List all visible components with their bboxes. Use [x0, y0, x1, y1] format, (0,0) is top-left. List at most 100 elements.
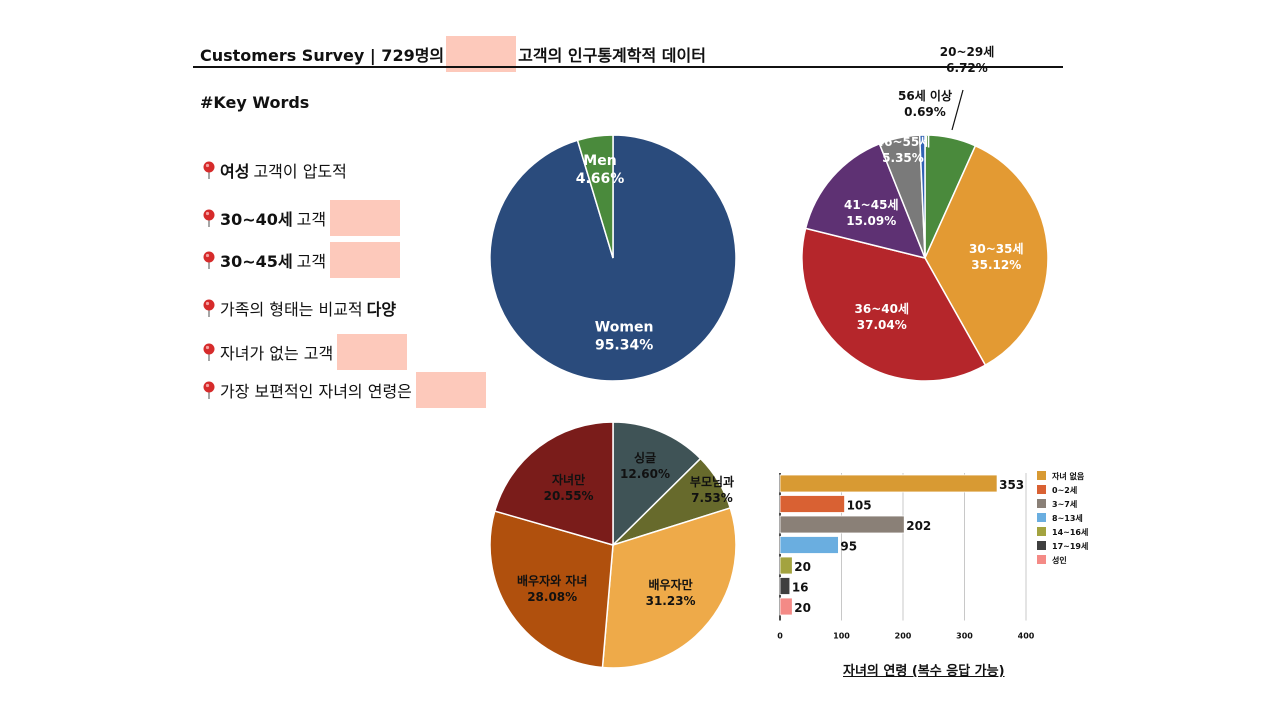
- keyword-text: 고객: [296, 210, 327, 229]
- slice-label: 30~35세: [969, 241, 1024, 256]
- pie-slice: [612, 421, 702, 547]
- legend-label: 자녀 없음: [1052, 471, 1085, 481]
- slice-label: 41~45세: [844, 197, 899, 212]
- slice-label: 부모님과: [690, 474, 734, 489]
- keyword-text: 가족의 형태는 비교적: [220, 300, 363, 319]
- slice-value-label: 95.34%: [595, 337, 653, 353]
- keyword-item: 가족의 형태는 비교적 다양: [200, 296, 400, 320]
- map-pin-icon: [203, 343, 215, 361]
- x-tick-label: 200: [895, 632, 912, 641]
- bar: [779, 474, 998, 493]
- keyword-item: 자녀가 없는 고객: [200, 334, 408, 370]
- keyword-redaction: [330, 200, 401, 236]
- slice-label: Men: [583, 153, 616, 169]
- legend-swatch: [1037, 499, 1046, 508]
- bar-value-label: 20: [794, 560, 811, 574]
- pie-slice: [489, 510, 614, 669]
- bar: [779, 515, 905, 534]
- bar: [779, 536, 839, 554]
- slice-value-label: 6.72%: [946, 61, 988, 75]
- slice-value-label: 5.35%: [882, 151, 924, 165]
- slice-value-label: 35.12%: [971, 258, 1021, 272]
- slice-value-label: 20.55%: [544, 489, 594, 503]
- pie-slice: [924, 144, 1049, 367]
- slice-label: 56세 이상: [898, 88, 952, 103]
- legend-label: 17~19세: [1052, 541, 1088, 551]
- bar-value-label: 95: [840, 540, 857, 554]
- slice-label: 36~40세: [855, 301, 910, 316]
- bar: [779, 597, 793, 616]
- bar-value-label: 16: [792, 581, 809, 595]
- slice-value-label: 15.09%: [846, 214, 896, 228]
- keyword-item: 가장 보편적인 자녀의 연령은: [200, 372, 486, 408]
- keyword-text: 가장 보편적인 자녀의 연령은: [220, 382, 412, 401]
- legend-swatch: [1037, 485, 1046, 494]
- slice-label: 싱글: [634, 450, 656, 465]
- keyword-item: 30~40세 고객: [200, 200, 401, 236]
- keyword-item: 여성 고객이 압도적: [200, 158, 351, 182]
- slice-value-label: 31.23%: [646, 594, 696, 608]
- legend-label: 성인: [1052, 555, 1067, 565]
- pie-slice: [601, 507, 737, 669]
- pie-slice: [918, 134, 926, 259]
- legend-label: 0~2세: [1052, 485, 1077, 495]
- legend-swatch: [1037, 555, 1046, 564]
- slice-label: 자녀만: [552, 472, 585, 487]
- keyword-highlight: 다양: [366, 300, 397, 319]
- slice-label: 배우자만: [649, 577, 693, 592]
- map-pin-icon: [203, 251, 215, 269]
- map-pin-icon: [203, 209, 215, 227]
- legend-label: 8~13세: [1052, 513, 1083, 523]
- pie-slice: [801, 227, 987, 382]
- legend-swatch: [1037, 471, 1046, 480]
- keyword-highlight: 30~45세: [220, 252, 293, 271]
- keywords-title: #Key Words: [200, 93, 310, 112]
- bar: [779, 556, 793, 575]
- keyword-redaction: [415, 372, 486, 408]
- slice-label: 46~55세: [876, 134, 931, 149]
- x-tick-label: 100: [833, 632, 850, 641]
- legend-swatch: [1037, 541, 1046, 550]
- map-pin-icon: [203, 381, 215, 399]
- keyword-redaction: [337, 334, 408, 370]
- x-tick-label: 0: [777, 632, 783, 641]
- bar-value-label: 353: [999, 478, 1024, 492]
- family-pie-chart: 싱글 12.60% 부모님과 7.53% 배우자만 31.23% 배우자와 자녀 28.08%…: [489, 421, 737, 669]
- pie-slice: [576, 134, 614, 259]
- keyword-redaction: [330, 242, 401, 278]
- slice-label: Women: [595, 319, 654, 335]
- bar-value-label: 202: [906, 519, 931, 533]
- keyword-text: 고객이 압도적: [253, 162, 347, 181]
- slice-value-label: 28.08%: [527, 590, 577, 604]
- slice-label: 배우자와 자녀: [517, 573, 587, 588]
- bar-value-label: 105: [847, 499, 872, 513]
- keyword-item: 30~45세 고객: [200, 242, 401, 278]
- keyword-highlight: 여성: [220, 162, 250, 181]
- x-tick-label: 300: [956, 632, 973, 641]
- slice-value-label: 12.60%: [620, 467, 670, 481]
- slice-label: 20~29세: [940, 44, 995, 59]
- title-prefix: Customers Survey | 729명의: [200, 46, 445, 65]
- keyword-highlight: 30~40세: [220, 210, 293, 229]
- slice-value-label: 0.69%: [904, 105, 946, 119]
- slice-value-label: 7.53%: [691, 491, 733, 505]
- slice-value-label: 4.66%: [576, 171, 625, 187]
- title-suffix: 고객의 인구통계학적 데이터: [518, 46, 706, 65]
- pie-slice: [493, 421, 614, 546]
- bar: [779, 495, 845, 513]
- x-tick-label: 400: [1018, 632, 1035, 641]
- pie-slice: [804, 142, 927, 260]
- gender-pie-chart: Women 95.34% Men 4.66%: [489, 134, 737, 382]
- legend-swatch: [1037, 513, 1046, 522]
- age-pie-chart: 20~29세 6.72% 30~35세 35.12% 36~40세 37.04% 41~45…: [801, 44, 1049, 382]
- legend-label: 14~16세: [1052, 527, 1088, 537]
- legend-label: 3~7세: [1052, 499, 1077, 509]
- title-rule: [193, 66, 1063, 68]
- bar: [779, 577, 791, 595]
- children-age-bar-chart: 0 100 200 300 400 353 105 202 95 20 16 20 자녀 없음 0~2세 3…: [777, 471, 1088, 641]
- keyword-text: 자녀가 없는 고객: [220, 344, 334, 363]
- map-pin-icon: [203, 161, 215, 179]
- legend-swatch: [1037, 527, 1046, 536]
- bar-chart-title: 자녀의 연령 (복수 응답 가능): [843, 664, 1005, 679]
- keyword-text: 고객: [296, 252, 327, 271]
